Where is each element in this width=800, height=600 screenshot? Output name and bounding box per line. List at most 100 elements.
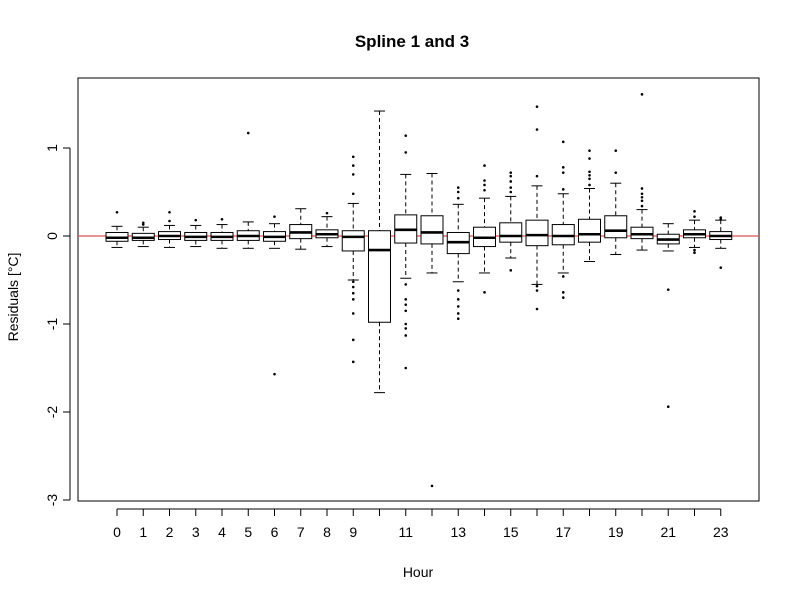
outlier-point	[430, 484, 434, 488]
outlier-point	[640, 187, 644, 190]
outlier-point	[535, 307, 539, 311]
outlier-point	[614, 149, 618, 152]
box-hour-17	[551, 140, 575, 299]
plot-frame	[77, 77, 760, 502]
outlier-point	[693, 251, 696, 255]
x-tick-label: 0	[113, 524, 121, 540]
outlier-point	[351, 173, 355, 176]
outlier-point	[535, 174, 539, 178]
outlier-point	[640, 199, 644, 203]
outlier-point	[456, 317, 460, 321]
box-hour-9	[341, 155, 365, 364]
box-hour-13	[446, 186, 470, 321]
outlier-point	[456, 196, 460, 200]
box-iqr	[578, 218, 601, 243]
outlier-point	[273, 215, 276, 218]
outlier-point	[351, 285, 355, 289]
outlier-point	[246, 131, 250, 135]
outlier-point	[168, 210, 171, 214]
box-hour-23	[709, 216, 733, 269]
outlier-point	[588, 149, 591, 152]
outlier-point	[693, 210, 696, 213]
y-axis: -3 -2 -1 0 1	[44, 144, 71, 507]
box-hour-8	[315, 211, 339, 248]
x-tick-label: 5	[244, 524, 252, 540]
box-hour-4	[210, 217, 234, 249]
outlier-point	[666, 405, 670, 409]
outlier-point	[509, 180, 513, 183]
box-iqr	[551, 224, 575, 246]
outlier-point	[404, 134, 408, 137]
outlier-point	[351, 312, 355, 315]
outlier-point	[404, 322, 408, 326]
x-tick-label: 2	[166, 524, 174, 540]
outlier-point	[351, 280, 355, 284]
box-hour-2	[158, 210, 181, 248]
box-iqr	[525, 219, 549, 247]
x-tick-label: 17	[555, 524, 571, 540]
outlier-point	[719, 266, 723, 269]
x-tick-label: 6	[271, 524, 279, 540]
outlier-point	[561, 188, 565, 191]
outlier-point	[535, 105, 539, 108]
outlier-point	[115, 210, 119, 214]
outlier-point	[561, 166, 565, 169]
outlier-point	[404, 303, 408, 306]
y-tick-label: 0	[44, 232, 60, 240]
x-tick-label: 4	[218, 524, 226, 540]
outlier-point	[535, 128, 539, 131]
outlier-point	[456, 190, 460, 194]
box-hour-15	[499, 171, 523, 272]
outlier-point	[141, 221, 145, 225]
x-tick-label: 3	[192, 524, 200, 540]
box-hour-22	[683, 210, 706, 255]
outlier-point	[693, 248, 696, 252]
outlier-point	[351, 192, 355, 196]
box-iqr	[368, 230, 391, 323]
outlier-point	[561, 296, 565, 299]
outlier-point	[561, 171, 565, 174]
box-hour-19	[604, 149, 628, 255]
outlier-point	[588, 177, 591, 181]
y-tick-label: 1	[44, 144, 60, 152]
outlier-point	[509, 269, 513, 272]
box-hour-16	[525, 105, 549, 311]
outlier-point	[640, 195, 644, 199]
outlier-point	[325, 211, 329, 215]
outlier-point	[351, 298, 355, 301]
outlier-point	[719, 217, 723, 221]
outlier-point	[614, 171, 618, 174]
x-tick-label: 19	[608, 524, 624, 540]
box-hour-14	[473, 164, 496, 294]
box-hour-11	[394, 134, 418, 370]
box-hour-1	[131, 221, 155, 248]
outlier-point	[483, 164, 486, 167]
y-axis-label: Residuals [°C]	[5, 253, 21, 342]
box-iqr	[630, 226, 654, 240]
x-tick-label: 1	[139, 524, 147, 540]
outlier-point	[561, 275, 565, 278]
y-tick-label: -3	[44, 494, 60, 507]
y-tick-label: -2	[44, 406, 60, 419]
outlier-point	[666, 288, 670, 291]
outlier-point	[456, 289, 460, 292]
box-iqr	[420, 215, 444, 245]
box-hour-6	[263, 215, 286, 376]
outlier-point	[483, 188, 486, 192]
outlier-point	[351, 291, 355, 295]
outlier-point	[509, 171, 513, 174]
x-axis: 0 1 2 3 4 5 6 7 8 9 11 13 15 17 19 21 23	[113, 508, 729, 540]
outlier-point	[456, 298, 460, 301]
outlier-point	[404, 309, 408, 313]
outlier-point	[535, 289, 539, 292]
x-tick-label: 13	[450, 524, 466, 540]
x-tick-label: 8	[323, 524, 331, 540]
box-hour-12	[420, 173, 444, 488]
box-hour-21	[656, 223, 680, 409]
x-axis-label: Hour	[403, 564, 434, 580]
x-tick-label: 21	[660, 524, 676, 540]
box-iqr	[604, 215, 628, 239]
outlier-point	[561, 291, 565, 294]
box-hour-7	[289, 208, 313, 250]
